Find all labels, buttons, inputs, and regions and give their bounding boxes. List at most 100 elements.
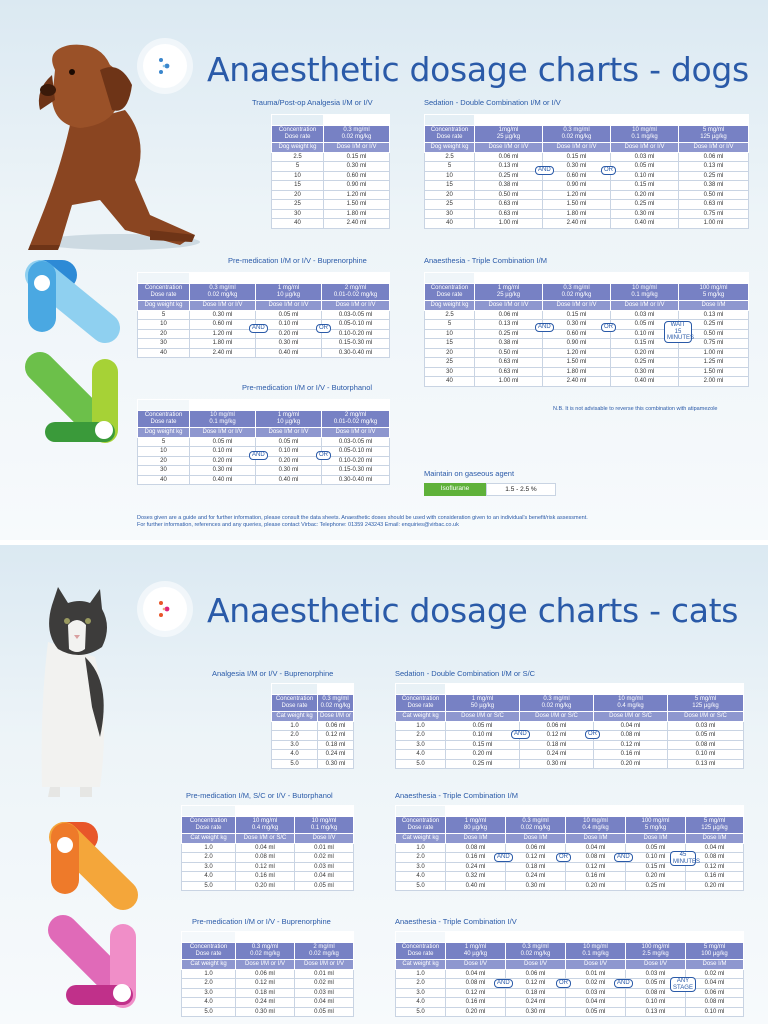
- drug-name: Acepromazine: [294, 931, 354, 943]
- dose-cell: 0.24 ml: [235, 997, 295, 1008]
- concentration-value: 1mg/ml 25 µg/kg: [474, 125, 543, 143]
- concentration-value: 10 mg/ml 0.4 mg/kg: [593, 694, 668, 712]
- dose-header-row: Cat weight kg Dose I/V Dose I/V Dose I/V Dos…: [395, 959, 744, 970]
- weight-cell: 2.0: [395, 852, 446, 863]
- dose-label: Dose I/M or S/C: [593, 711, 668, 722]
- weight-cell: 30: [271, 208, 324, 219]
- table-row: 2.0 0.12 ml 0.02 ml: [181, 978, 354, 989]
- trauma-table: Buprenorphine Concentration Dose rate 0.3 …: [271, 114, 390, 229]
- drug-header-row: Medetomidine Buprenorphine Butorphanol Atip…: [424, 114, 749, 126]
- dose-cell: 0.32 ml: [445, 871, 506, 882]
- and-connector: AND: [249, 451, 268, 460]
- table-row: 4.0 0.32 ml 0.24 ml 0.16 ml 0.20 ml 0.16 ml: [395, 871, 744, 882]
- dose-cell: 0.18 ml: [505, 987, 566, 998]
- dose-cell: 0.40 ml: [255, 347, 322, 358]
- table-row: 15 0.38 ml 0.90 ml 0.15 ml 0.75 ml: [424, 338, 749, 349]
- weight-cell: 10: [137, 319, 190, 330]
- dose-cell: 0.24 ml: [505, 871, 566, 882]
- weight-cell: 5: [424, 319, 475, 330]
- dose-cell: 0.16 ml: [445, 997, 506, 1008]
- table-row: 20 0.20 ml 0.20 ml 0.10-0.20 ml: [137, 455, 390, 466]
- dose-cell: 0.05 ml: [255, 309, 322, 320]
- triple-heading: Anaesthesia - Triple Combination I/M: [424, 256, 547, 265]
- concentration-value: 1 mg/ml 80 µg/kg: [445, 816, 506, 834]
- dose-cell: 0.03-0.05 ml: [321, 436, 390, 447]
- concentration-value: 0.3 mg/ml 0.02 mg/kg: [519, 694, 594, 712]
- table-row: 1.0 0.04 ml 0.01 ml: [181, 842, 354, 853]
- or-connector: OR: [601, 323, 616, 332]
- dose-cell: 0.02 ml: [294, 852, 354, 863]
- weight-cell: 20: [424, 189, 475, 200]
- dose-cell: 0.16 ml: [593, 749, 668, 760]
- or-connector: OR: [316, 451, 331, 460]
- dose-cell: 0.13 ml: [678, 161, 749, 172]
- dose-cell: 0.06 ml: [474, 151, 543, 162]
- concentration-row: Concentration Dose rate 1mg/ml 25 µg/kg 0.…: [424, 125, 749, 143]
- weight-label: Cat weight kg: [395, 959, 446, 970]
- drug-name: Medetomidine: [255, 399, 322, 411]
- drug-name: Medetomidine: [474, 114, 543, 126]
- dose-label: Dose I/M or I/V: [474, 142, 543, 153]
- dose-cell: 0.06 ml: [505, 842, 566, 853]
- weight-cell: 5.0: [271, 758, 318, 769]
- drug-name: Butorphanol: [610, 114, 679, 126]
- table-row: 25 0.63 ml 1.50 ml 0.25 ml 0.63 ml: [424, 199, 749, 210]
- dose-cell: 0.30 ml: [235, 1006, 295, 1017]
- concentration-value: 1 mg/ml 25 µg/kg: [474, 283, 543, 301]
- drug-header-row: Butorphanol Butorphanol: [181, 805, 354, 817]
- weight-cell: 10: [424, 328, 475, 339]
- concentration-value: 10 mg/ml 0.1 mg/kg: [294, 816, 354, 834]
- dose-cell: 0.06 ml: [317, 720, 354, 731]
- weight-label: Dog weight kg: [424, 142, 475, 153]
- dose-cell: 1.50 ml: [678, 366, 749, 377]
- concentration-value: 5 mg/ml 125 µg/kg: [685, 816, 744, 834]
- dose-cell: 0.04 ml: [294, 997, 354, 1008]
- logo-dots-icon: [159, 601, 170, 617]
- dose-header-row: Cat weight kg Dose I/M Dose I/M Dose I/M Dos…: [395, 833, 744, 844]
- table-row: 30 1.80 ml: [271, 208, 390, 219]
- weight-cell: 15: [271, 180, 324, 191]
- dose-cell: 0.40 ml: [255, 474, 322, 485]
- weight-cell: 3.0: [181, 987, 236, 998]
- concentration-value: 2 mg/ml 0.01-0.02 mg/kg: [321, 410, 390, 428]
- weight-cell: 5: [137, 436, 190, 447]
- dose-cell: 0.30 ml: [255, 465, 322, 476]
- dose-cell: 0.30 ml: [610, 208, 679, 219]
- table-row: 5 0.30 ml: [271, 161, 390, 172]
- drug-name: Ketamine: [625, 931, 686, 943]
- weight-label: Dog weight kg: [137, 427, 190, 438]
- header-spacer: [395, 805, 446, 817]
- drug-name: Medetomidine: [474, 272, 543, 284]
- dose-label: Dose I/V: [625, 959, 686, 970]
- dose-cell: 0.18 ml: [317, 739, 354, 750]
- concentration-value: 0.3 mg/ml 0.02 mg/kg: [323, 125, 390, 143]
- drug-name: Atipamezole: [667, 683, 744, 695]
- blue-brand-shape: [25, 260, 120, 343]
- dose-label: Dose I/M: [678, 300, 749, 311]
- header-spacer: [271, 683, 318, 695]
- dose-cell: 0.90 ml: [542, 180, 611, 191]
- dose-header-row: Dog weight kg Dose I/M or I/V Dose I/M or …: [424, 300, 749, 311]
- drug-name: Buprenorphine: [519, 683, 594, 695]
- drug-header-row: Buprenorphine Medetomidine Acepromazine: [137, 272, 390, 284]
- table-row: 30 1.80 ml 0.30 ml 0.15-0.30 ml: [137, 338, 390, 349]
- table-row: 5 0.13 ml 0.30 ml 0.05 ml 0.25 ml: [424, 319, 749, 330]
- dose-cell: 0.12 ml: [235, 861, 295, 872]
- table-row: 1.0 0.06 ml 0.01 ml: [181, 968, 354, 979]
- dose-cell: 0.16 ml: [565, 871, 626, 882]
- dose-cell: 0.05 ml: [565, 1006, 626, 1017]
- weight-cell: 4.0: [395, 871, 446, 882]
- weight-cell: 4.0: [395, 749, 446, 760]
- dose-cell: 0.10 ml: [667, 749, 744, 760]
- weight-cell: 4.0: [181, 997, 236, 1008]
- concentration-value: 0.3 mg/ml 0.02 mg/kg: [542, 125, 611, 143]
- dose-cell: 0.05 ml: [189, 436, 256, 447]
- dose-label: Dose I/M or I/V: [542, 300, 611, 311]
- sedation-table: Medetomidine Buprenorphine Butorphanol Atip…: [424, 114, 749, 229]
- concentration-value: 100 mg/ml 5 mg/kg: [625, 816, 686, 834]
- cat-sedation-heading: Sedation - Double Combination I/M or S/C: [395, 669, 536, 678]
- drug-name: Atipamezole: [678, 114, 749, 126]
- dose-header-row: Cat weight kg Dose I/M or S/C Dose I/V: [181, 833, 354, 844]
- dose-cell: 0.05 ml: [255, 436, 322, 447]
- drug-name: Acepromazine: [321, 272, 390, 284]
